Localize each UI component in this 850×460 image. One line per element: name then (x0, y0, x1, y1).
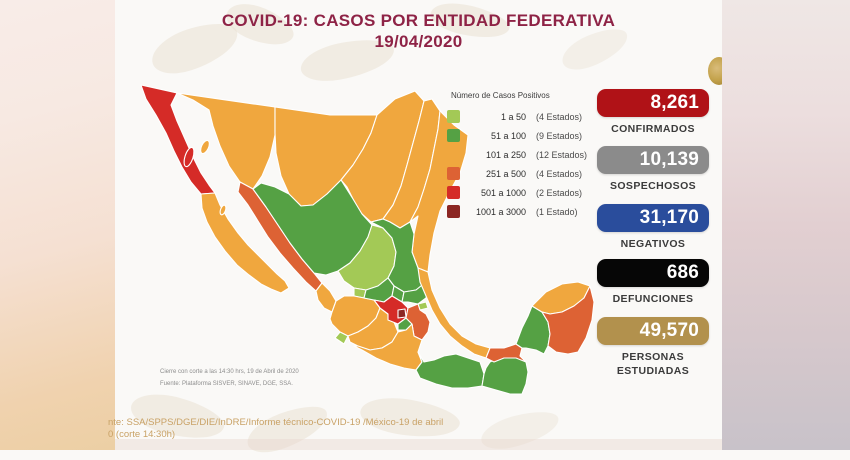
stat-negativos: 31,170 NEGATIVOS (597, 204, 709, 252)
legend-title: Número de Casos Positivos (451, 91, 550, 100)
state-quintana-roo (541, 285, 595, 355)
legend-range-label: 51 a 100 (490, 130, 526, 141)
stat-box-sospechosos: 10,139 (597, 146, 709, 174)
stat-label: SOSPECHOSOS (597, 180, 709, 194)
page-title-line1: COVID-19: CASOS POR ENTIDAD FEDERATIVA (221, 11, 616, 30)
blurred-right-strip (722, 0, 850, 450)
footer-source: nte: SSA/SPPS/DGE/DIE/InDRE/Informe técn… (108, 417, 443, 441)
legend-state-count: (1 Estado) (536, 206, 578, 217)
state-chiapas (481, 355, 529, 395)
stat-sospechosos: 10,139 SOSPECHOSOS (597, 146, 709, 194)
legend-row: 1 a 50 (4 Estados) (447, 107, 587, 126)
legend-color-swatch (447, 205, 460, 218)
stat-value: 10,139 (639, 149, 699, 170)
legend-row: 101 a 250 (12 Estados) (447, 145, 587, 164)
state-cdmx (397, 308, 407, 319)
stat-label-line: DEFUNCIONES (612, 293, 694, 305)
stat-box-personas-estudiadas: 49,570 (597, 317, 709, 345)
map-note-line1: Cierre con corte a las 14:30 hrs, 19 de … (160, 369, 299, 375)
state-colima (334, 331, 349, 345)
stat-box-negativos: 31,170 (597, 204, 709, 232)
stat-label-line: SOSPECHOSOS (609, 180, 697, 192)
stat-box-confirmados: 8,261 (597, 89, 709, 117)
state-tabasco (485, 343, 527, 363)
state-puebla (405, 303, 431, 341)
island-tiburon (200, 139, 210, 155)
stat-value: 686 (666, 262, 699, 283)
state-oaxaca (415, 351, 485, 389)
legend-range-label: 501 a 1000 (480, 187, 526, 198)
stat-personas-estudiadas: 49,570 PERSONAS ESTUDIADAS (597, 317, 709, 378)
mexico-choropleth-map (140, 84, 595, 395)
stat-value: 31,170 (639, 207, 699, 228)
legend-row: 1001 a 3000 (1 Estado) (447, 202, 587, 221)
legend-row: 251 a 500 (4 Estados) (447, 164, 587, 183)
legend-state-count: (12 Estados) (536, 149, 588, 160)
stat-value: 8,261 (650, 92, 699, 113)
state-baja-california-sur (200, 192, 290, 294)
stat-label: CONFIRMADOS (597, 123, 709, 137)
stat-box-defunciones: 686 (597, 259, 709, 287)
legend-color-swatch (447, 186, 460, 199)
stat-label-line: PERSONAS (621, 351, 685, 363)
mexico-map-container: Cierre con corte a las 14:30 hrs, 19 de … (125, 75, 595, 397)
legend-color-swatch (447, 110, 460, 123)
map-note-line2: Fuente: Plataforma SISVER, SINAVE, DGE, … (160, 381, 293, 387)
legend-range-label: 101 a 250 (485, 149, 526, 160)
map-source-note: Cierre con corte a las 14:30 hrs, 19 de … (160, 366, 299, 390)
blurred-left-strip (0, 0, 115, 450)
legend-row: 501 a 1000 (2 Estados) (447, 183, 587, 202)
footer-line2: 0 (corte 14:30h) (108, 429, 176, 440)
page-title-line2: 19/04/2020 (374, 31, 463, 51)
island-small (219, 204, 227, 216)
page-title: COVID-19: CASOS POR ENTIDAD FEDERATIVA 1… (115, 11, 722, 52)
legend-state-count: (4 Estados) (536, 168, 583, 179)
stat-label: DEFUNCIONES (597, 293, 709, 307)
footer-line1: nte: SSA/SPPS/DGE/DIE/InDRE/Informe técn… (108, 417, 444, 428)
stat-defunciones: 686 DEFUNCIONES (597, 259, 709, 307)
legend-row: 51 a 100 (9 Estados) (447, 126, 587, 145)
legend-state-count: (9 Estados) (536, 130, 583, 141)
stat-label: PERSONAS ESTUDIADAS (597, 351, 709, 378)
stat-confirmados: 8,261 CONFIRMADOS (597, 89, 709, 137)
island-angel-de-la-guarda (183, 146, 195, 168)
stat-label: NEGATIVOS (597, 238, 709, 252)
legend-color-swatch (447, 129, 460, 142)
legend-state-count: (2 Estados) (536, 187, 583, 198)
stat-value: 49,570 (639, 320, 699, 341)
legend-color-swatch (447, 167, 460, 180)
legend-color-swatch (447, 148, 460, 161)
stat-label-line: CONFIRMADOS (611, 123, 695, 135)
state-guerrero (353, 323, 423, 371)
legend-range-label: 1001 a 3000 (475, 206, 526, 217)
stat-label-line: NEGATIVOS (620, 238, 686, 250)
stat-label-line2: ESTUDIADAS (616, 364, 690, 377)
map-legend: Número de Casos Positivos 1 a 50 (4 Esta… (447, 91, 587, 221)
bottom-band (0, 439, 850, 450)
legend-state-count: (4 Estados) (536, 111, 583, 122)
legend-range-label: 251 a 500 (485, 168, 526, 179)
state-veracruz (417, 267, 491, 359)
legend-range-label: 1 a 50 (500, 111, 526, 122)
